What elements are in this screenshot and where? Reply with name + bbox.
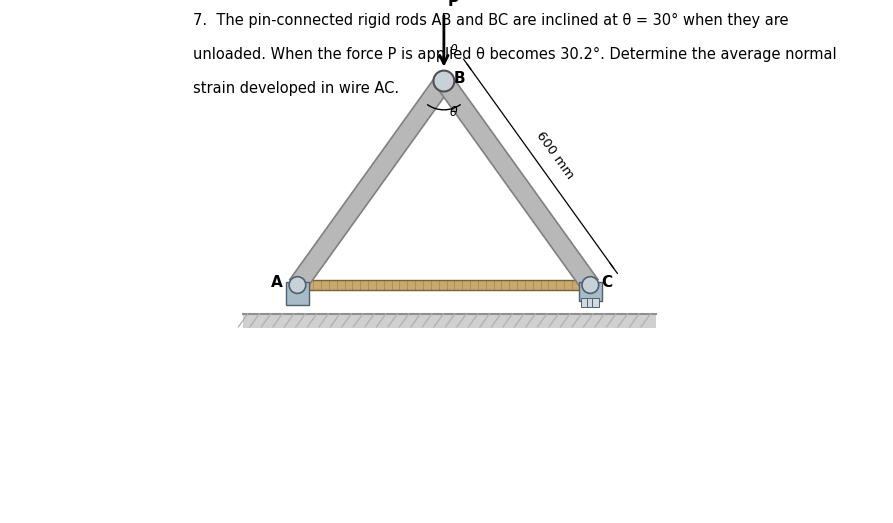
Text: A: A	[271, 275, 283, 290]
Polygon shape	[581, 298, 588, 307]
Polygon shape	[243, 314, 655, 328]
Text: unloaded. When the force P is applied θ becomes 30.2°. Determine the average nor: unloaded. When the force P is applied θ …	[193, 47, 837, 62]
Polygon shape	[437, 76, 598, 290]
Text: B: B	[454, 71, 465, 86]
Polygon shape	[587, 298, 594, 307]
Polygon shape	[579, 282, 602, 301]
Polygon shape	[290, 76, 452, 290]
Circle shape	[289, 277, 305, 293]
Text: strain developed in wire AC.: strain developed in wire AC.	[193, 81, 399, 96]
Text: C: C	[601, 275, 612, 290]
Text: $\theta$: $\theta$	[449, 106, 459, 119]
Text: 7.  The pin-connected rigid rods AB and BC are inclined at θ = 30° when they are: 7. The pin-connected rigid rods AB and B…	[193, 13, 789, 28]
Polygon shape	[592, 298, 599, 307]
Circle shape	[433, 71, 455, 92]
Polygon shape	[297, 280, 590, 290]
Text: P: P	[448, 0, 459, 9]
Text: 600 mm: 600 mm	[534, 129, 577, 182]
Polygon shape	[286, 282, 309, 305]
Circle shape	[582, 277, 598, 293]
Text: $\theta$: $\theta$	[449, 43, 459, 56]
